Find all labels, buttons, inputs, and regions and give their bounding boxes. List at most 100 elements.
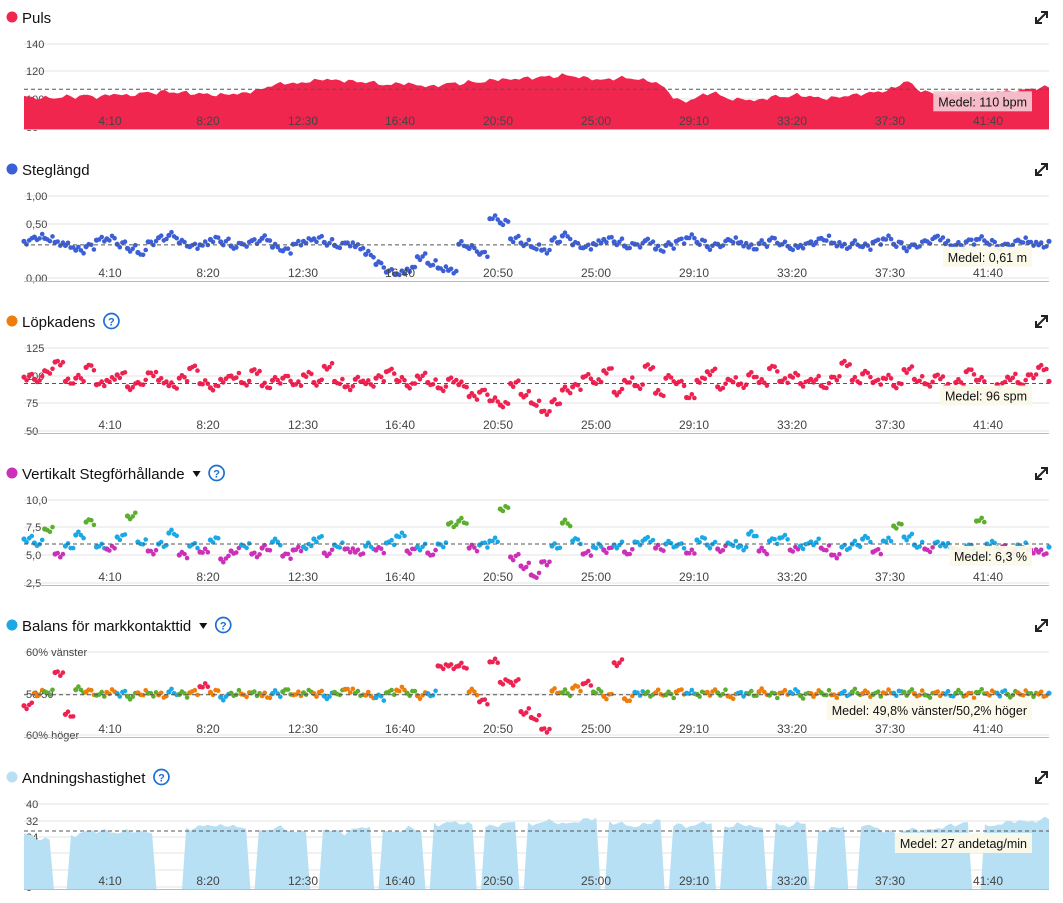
help-circle-icon[interactable]: ? — [208, 464, 225, 482]
data-point — [552, 686, 557, 691]
data-point — [112, 546, 117, 551]
data-point — [319, 233, 325, 239]
y-tick-label: 5,0 — [26, 550, 41, 562]
mean-label: Medel: 27 andetag/min — [900, 837, 1027, 851]
data-point — [21, 374, 27, 380]
data-point — [679, 541, 684, 546]
data-point — [562, 517, 568, 523]
data-point — [112, 235, 117, 241]
data-point — [200, 684, 205, 690]
data-point — [927, 695, 933, 700]
data-point — [619, 657, 625, 662]
data-point — [47, 692, 53, 697]
data-point — [526, 706, 532, 711]
chart-title: Andningshastighet — [22, 770, 146, 787]
data-point — [756, 689, 762, 695]
data-point — [329, 360, 335, 366]
data-point — [598, 544, 604, 549]
data-point — [790, 247, 796, 253]
data-point — [492, 535, 498, 541]
chart-title: Vertikalt Stegförhållande — [22, 466, 185, 483]
data-point — [505, 505, 511, 510]
data-point — [337, 245, 343, 251]
data-point — [58, 673, 63, 678]
data-point — [707, 247, 713, 253]
caret-down-icon[interactable] — [192, 471, 201, 477]
data-point — [1031, 694, 1036, 700]
data-point — [686, 551, 692, 556]
data-point — [24, 378, 29, 383]
data-point — [472, 245, 477, 251]
caret-down-icon[interactable] — [199, 623, 208, 629]
data-point — [117, 244, 123, 250]
expand-icon[interactable] — [1035, 163, 1048, 176]
data-point — [712, 366, 718, 372]
data-point — [971, 695, 977, 701]
data-point — [50, 687, 55, 693]
x-tick-label: 41:40 — [973, 418, 1003, 432]
data-point — [288, 251, 293, 256]
data-point — [182, 239, 187, 245]
data-point — [645, 534, 651, 540]
data-point — [70, 714, 76, 719]
data-point — [169, 686, 174, 692]
help-circle-icon[interactable]: ? — [153, 768, 170, 786]
data-point — [29, 533, 35, 539]
data-point — [917, 692, 922, 698]
data-point — [702, 376, 708, 381]
expand-icon[interactable] — [1035, 467, 1048, 480]
expand-icon[interactable] — [1035, 11, 1048, 24]
expand-icon[interactable] — [1035, 619, 1048, 632]
data-point — [878, 694, 884, 699]
data-point — [516, 233, 521, 239]
data-point — [562, 687, 568, 692]
data-point — [956, 377, 961, 382]
data-point — [143, 247, 148, 253]
data-point — [73, 375, 79, 381]
data-point — [417, 696, 423, 702]
data-point — [681, 546, 687, 551]
expand-icon[interactable] — [1035, 315, 1048, 328]
data-point — [407, 269, 413, 275]
data-point — [485, 392, 490, 397]
data-point — [267, 385, 273, 391]
data-point — [1013, 371, 1018, 377]
data-point — [800, 246, 806, 251]
data-point — [1020, 693, 1026, 698]
data-point — [39, 373, 45, 379]
data-point — [327, 694, 332, 699]
data-point — [702, 238, 708, 244]
data-point — [598, 689, 604, 694]
data-point — [883, 539, 889, 544]
data-point — [195, 246, 200, 251]
data-point — [505, 219, 511, 224]
data-point — [917, 544, 922, 549]
data-point — [29, 700, 35, 706]
data-point — [174, 235, 179, 241]
data-point — [542, 247, 547, 252]
data-point — [516, 551, 521, 557]
data-point — [759, 377, 764, 382]
help-circle-icon[interactable]: ? — [103, 312, 120, 330]
data-point — [775, 369, 780, 374]
data-point — [544, 251, 550, 256]
data-point — [24, 539, 29, 545]
expand-icon[interactable] — [1035, 771, 1048, 784]
data-point — [329, 237, 335, 242]
data-point — [298, 548, 304, 554]
data-point — [987, 693, 992, 698]
chart-title: Puls — [22, 10, 51, 27]
data-point — [614, 393, 620, 398]
data-point — [668, 375, 674, 380]
data-point — [345, 384, 350, 389]
data-point — [340, 376, 345, 382]
data-point — [391, 371, 397, 376]
help-circle-icon[interactable]: ? — [214, 616, 232, 634]
data-point — [567, 390, 573, 396]
mean-label-box — [894, 832, 1032, 853]
data-point — [391, 542, 397, 548]
data-point — [412, 264, 418, 270]
x-tick-label: 12:30 — [288, 570, 318, 584]
data-point — [567, 523, 573, 529]
data-point — [296, 689, 301, 694]
